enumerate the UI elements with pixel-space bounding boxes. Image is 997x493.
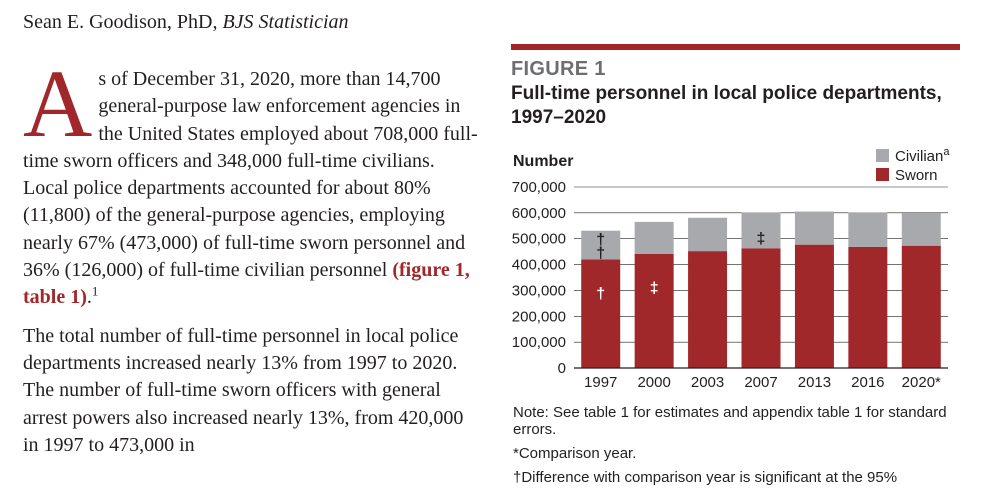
legend-label-civilian: Civiliana [895,146,950,165]
x-axis: 1997 2000 2003 2007 2013 2016 2020* [574,367,948,391]
author-role: BJS Statistician [222,11,349,33]
author-byline: Sean E. Goodison, PhD, BJS Statistician [23,11,349,34]
stacked-bar-chart: 0 100,000 200,000 300,000 400,000 500,000 600,… [512,146,951,391]
y-tick-label: 300,000 [512,282,566,299]
author-name: Sean E. Goodison, PhD, [23,11,223,33]
figure-label: FIGURE 1 [511,58,606,80]
figure-table-link[interactable]: (figure 1, table 1) [23,259,470,309]
paragraph-2: The total number of full-time personnel … [23,324,464,456]
bar-civilian [581,230,621,260]
x-tick-label: 2016 [851,374,884,391]
chart-bars [581,211,941,368]
legend-label-sworn: Sworn [895,167,938,184]
bar-sworn [741,248,781,368]
y-tick-label: 600,000 [512,205,566,222]
note-comparison-year: *Comparison year. [513,445,637,462]
y-tick-label: 100,000 [512,334,566,351]
significance-marker: ‡ [650,280,659,297]
y-tick-label: 400,000 [512,257,566,274]
paragraph-1-text: s of December 31, 2020, more than 14,700… [23,68,478,282]
y-tick-label: 200,000 [512,308,566,325]
y-axis: 0 100,000 200,000 300,000 400,000 500,000 600,… [512,179,566,377]
bar-civilian [688,217,728,252]
note-estimates: Note: See table 1 for estimates and appe… [513,404,947,438]
x-tick-label: 1997 [584,374,617,391]
figure-notes: Note: See table 1 for estimates and appe… [513,404,953,493]
significance-marker: ‡ [757,230,766,247]
bar-sworn [794,244,834,368]
bar-civilian [794,211,834,245]
y-tick-label: 500,000 [512,231,566,248]
legend-swatch-sworn [876,168,889,181]
x-tick-label: 2003 [691,374,724,391]
significance-marker: † [596,232,605,249]
paragraph-1-end: . [86,286,92,309]
bar-sworn [634,253,674,368]
bar-civilian [741,212,781,249]
significance-marker: † [596,285,605,302]
bar-civilian [634,221,674,254]
bar-sworn [848,246,888,368]
x-tick-label: 2007 [744,374,777,391]
x-tick-label: 2013 [798,374,831,391]
chart-legend: Civiliana Sworn [876,146,950,184]
y-tick-label: 700,000 [512,179,566,196]
figure-top-rule [511,44,960,50]
drop-cap: A [23,50,93,157]
figure-title: Full-time personnel in local police depa… [511,83,942,128]
note-significance: †Difference with comparison year is sign… [513,469,898,486]
chart-markers: †††‡‡ [596,230,765,302]
x-tick-label: 2000 [637,374,670,391]
bar-sworn [901,245,941,368]
bar-civilian [901,213,941,246]
y-axis-title: Number [513,153,573,170]
x-tick-label: 2020* [902,374,941,391]
bar-civilian [848,212,888,247]
significance-marker: † [596,245,605,262]
bar-sworn [581,259,621,368]
y-tick-label: 0 [558,360,566,377]
legend-swatch-civilian [876,149,889,162]
bar-sworn [688,251,728,368]
legend-footnote-sup: a [943,146,950,158]
footnote-ref-1[interactable]: 1 [91,283,99,299]
